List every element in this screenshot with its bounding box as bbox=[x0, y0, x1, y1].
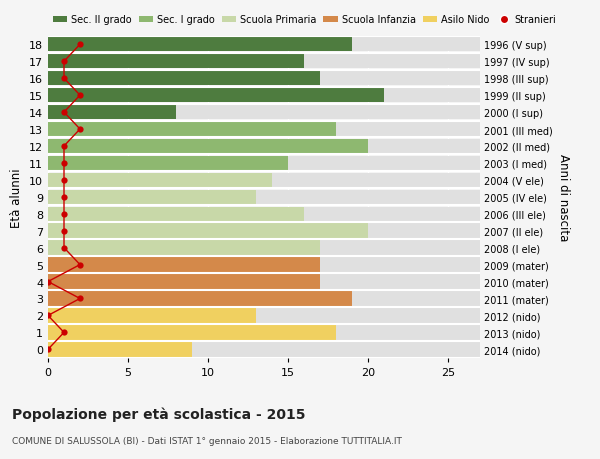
Bar bbox=[48, 308, 256, 323]
Bar bbox=[48, 140, 368, 154]
Bar bbox=[48, 207, 304, 221]
Text: Popolazione per età scolastica - 2015: Popolazione per età scolastica - 2015 bbox=[12, 406, 305, 421]
Bar bbox=[48, 224, 480, 238]
Bar bbox=[48, 173, 272, 188]
Bar bbox=[48, 342, 192, 357]
Bar bbox=[48, 224, 368, 238]
Bar bbox=[48, 55, 480, 69]
Bar bbox=[48, 140, 480, 154]
Bar bbox=[48, 241, 480, 255]
Bar bbox=[48, 308, 480, 323]
Bar bbox=[48, 55, 304, 69]
Bar bbox=[48, 106, 480, 120]
Bar bbox=[48, 241, 320, 255]
Bar bbox=[48, 190, 480, 205]
Bar bbox=[48, 72, 480, 86]
Bar bbox=[48, 291, 352, 306]
Bar bbox=[48, 106, 176, 120]
Bar bbox=[48, 89, 480, 103]
Bar bbox=[48, 173, 480, 188]
Bar bbox=[48, 38, 352, 52]
Y-axis label: Anni di nascita: Anni di nascita bbox=[557, 154, 569, 241]
Bar bbox=[48, 258, 320, 272]
Bar bbox=[48, 123, 480, 137]
Bar bbox=[48, 275, 320, 289]
Bar bbox=[48, 38, 480, 52]
Bar bbox=[48, 123, 336, 137]
Y-axis label: Età alunni: Età alunni bbox=[10, 168, 23, 227]
Bar bbox=[48, 325, 480, 340]
Bar bbox=[48, 275, 480, 289]
Bar bbox=[48, 207, 480, 221]
Legend: Sec. II grado, Sec. I grado, Scuola Primaria, Scuola Infanzia, Asilo Nido, Stran: Sec. II grado, Sec. I grado, Scuola Prim… bbox=[53, 16, 557, 25]
Bar bbox=[48, 190, 256, 205]
Bar bbox=[48, 342, 480, 357]
Bar bbox=[48, 325, 336, 340]
Bar bbox=[48, 291, 480, 306]
Bar bbox=[48, 72, 320, 86]
Bar bbox=[48, 157, 480, 171]
Bar bbox=[48, 258, 480, 272]
Bar bbox=[48, 157, 288, 171]
Text: COMUNE DI SALUSSOLA (BI) - Dati ISTAT 1° gennaio 2015 - Elaborazione TUTTITALIA.: COMUNE DI SALUSSOLA (BI) - Dati ISTAT 1°… bbox=[12, 436, 402, 445]
Bar bbox=[48, 89, 384, 103]
